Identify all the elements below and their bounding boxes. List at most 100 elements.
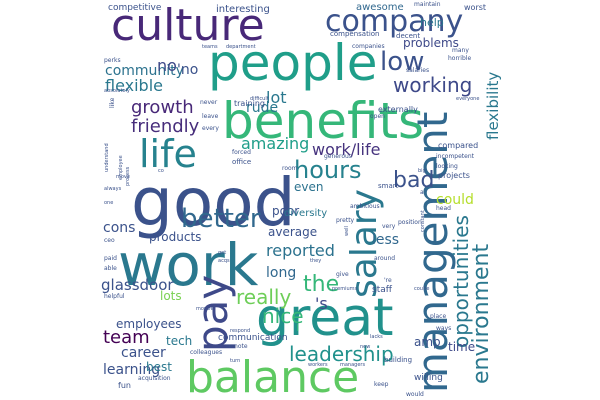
word-generous: generous: [324, 153, 352, 160]
word-compensation: compensation: [330, 30, 379, 38]
word-open: open: [370, 113, 385, 120]
word-apos-s: 's: [315, 294, 328, 313]
word-managers: managers: [340, 362, 365, 368]
word-no: no: [157, 56, 177, 75]
word-lots: lots: [160, 289, 182, 303]
word-office: office: [232, 158, 251, 166]
word-leave: leave: [202, 113, 219, 120]
word-acquisition: acquisition: [138, 375, 171, 382]
word-communication: communication: [218, 333, 288, 343]
word-glassdoor: glassdoor: [101, 276, 174, 294]
word-process: process: [125, 166, 131, 186]
word-place: place: [430, 313, 446, 320]
word-reported: reported: [266, 241, 335, 260]
word-paid: paid: [104, 255, 117, 262]
word-competitive: competitive: [108, 3, 162, 13]
word-room: room: [282, 165, 298, 172]
word-culture: culture: [111, 0, 265, 51]
word-ways: ways: [436, 325, 451, 332]
word-could: could: [436, 192, 474, 208]
word-ceo: ceo: [104, 237, 115, 244]
word-benefits: benefits: [222, 92, 424, 150]
word-perks: perks: [104, 57, 121, 64]
word-employees: employees: [116, 317, 181, 331]
word-externally: externally: [378, 105, 418, 114]
word-hours: hours: [294, 156, 361, 184]
word-remote: remote: [226, 343, 248, 350]
word-community: community: [105, 63, 184, 79]
word-head: head: [436, 205, 451, 212]
word-turn: turn: [230, 358, 240, 364]
word-environment: environment: [469, 244, 494, 384]
word-around: around: [374, 255, 395, 262]
word-acqs: acqs: [218, 258, 230, 264]
word-the: the: [303, 272, 339, 297]
word-training: training: [234, 99, 265, 108]
word-get: get: [218, 250, 226, 256]
word-would: would: [406, 391, 424, 398]
word-balance: balance: [186, 352, 359, 400]
word-tech: tech: [166, 334, 192, 348]
word-move: move: [116, 174, 130, 180]
word-working: working: [393, 73, 472, 97]
word-company: company: [325, 4, 463, 39]
word-well: well: [344, 226, 350, 236]
word-difficult: difficult: [250, 96, 269, 102]
word-interesting: interesting: [216, 4, 270, 15]
word-many: many: [452, 47, 469, 54]
word-people: people: [208, 34, 377, 92]
word-maintain: maintain: [414, 1, 441, 8]
word-pay: pay: [188, 275, 237, 352]
word-horrible: horrible: [448, 55, 471, 62]
word-problems: problems: [403, 36, 459, 50]
word-a: a: [420, 189, 424, 196]
word-products: products: [149, 230, 201, 244]
word-compared: compared: [438, 141, 478, 150]
word-respond: respond: [230, 328, 250, 334]
word-even: even: [294, 180, 323, 194]
word-co: co: [158, 168, 164, 174]
word-help: help: [420, 16, 444, 29]
word-career: career: [121, 345, 166, 361]
word-flexibility: flexibility: [484, 72, 502, 140]
word-decent: decent: [396, 32, 420, 40]
word-low: low: [380, 47, 424, 77]
word-teams: teams: [202, 44, 218, 50]
word-looking: looking: [436, 163, 458, 170]
word-ambitious: ambitious: [350, 203, 380, 210]
word-growth: growth: [131, 97, 194, 118]
word-management: management: [408, 112, 457, 393]
word-friendly: friendly: [131, 116, 200, 137]
word-average: average: [268, 225, 317, 239]
word-rude: rude: [246, 100, 278, 116]
word-position: position: [398, 219, 422, 226]
word-leadership: leadership: [289, 342, 394, 366]
word-premiums: premiums: [332, 286, 357, 292]
word-flexible: flexible: [105, 76, 163, 95]
word-forced: forced: [232, 149, 251, 156]
word-salaries: salaries: [406, 67, 429, 74]
word-projects: projects: [438, 171, 470, 180]
word-workers: workers: [308, 362, 328, 368]
word-learning: learning: [103, 362, 160, 378]
word-very: very: [382, 223, 396, 230]
word-fun: fun: [118, 381, 131, 390]
word-nice: nice: [262, 304, 304, 328]
word-pretty: pretty: [336, 217, 355, 224]
word-i: i: [296, 320, 299, 334]
word-better: better: [181, 204, 261, 234]
word-long: long: [266, 265, 296, 281]
word-great: great: [256, 288, 394, 348]
word-willing: willing: [414, 373, 443, 383]
word-big: big: [418, 168, 426, 174]
word-apos-re: 're: [384, 277, 392, 284]
word-companies: companies: [352, 43, 385, 50]
word-amazing: amazing: [241, 134, 309, 153]
word-employee: employee: [118, 155, 124, 180]
word-life: life: [139, 132, 197, 176]
word-apos-no: 'no: [177, 62, 198, 78]
word-new: new: [360, 344, 370, 350]
word-poor: poor: [272, 204, 299, 218]
word-absolutely: absolutely: [104, 88, 130, 94]
